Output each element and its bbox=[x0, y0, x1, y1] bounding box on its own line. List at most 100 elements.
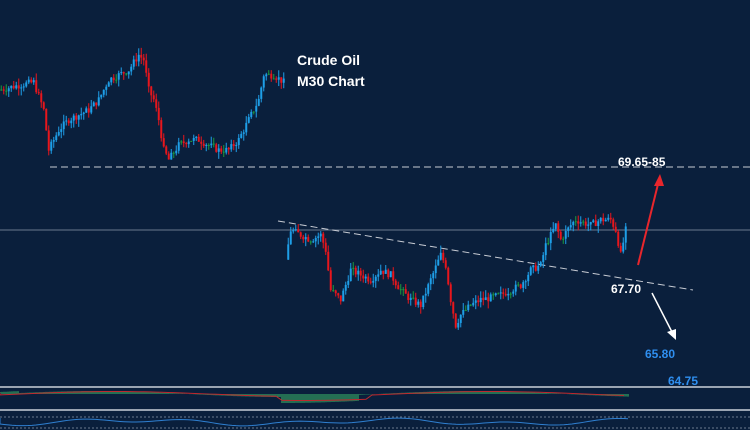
candle-body bbox=[537, 265, 540, 271]
candle-body bbox=[399, 289, 402, 291]
candle-body bbox=[242, 132, 245, 134]
candle-body bbox=[195, 136, 198, 138]
candle-body bbox=[145, 60, 148, 73]
candle-body bbox=[347, 280, 350, 285]
candle-body bbox=[97, 97, 100, 106]
candle-body bbox=[15, 85, 18, 89]
candle-body bbox=[384, 269, 387, 274]
candle-body bbox=[389, 271, 392, 278]
candle-body bbox=[507, 293, 510, 296]
candle-body bbox=[502, 292, 505, 294]
candle-body bbox=[552, 228, 555, 233]
candle-body bbox=[197, 136, 200, 142]
candle-body bbox=[492, 294, 495, 296]
candle-body bbox=[150, 86, 153, 96]
candle-body bbox=[467, 304, 470, 311]
candle-body bbox=[589, 222, 592, 225]
candle-body bbox=[155, 99, 158, 108]
candle-body bbox=[309, 241, 312, 243]
candle-body bbox=[419, 301, 422, 308]
candle-body bbox=[35, 80, 38, 93]
candle-body bbox=[604, 219, 607, 222]
candle-body bbox=[142, 57, 145, 61]
candle-body bbox=[75, 115, 78, 120]
candle-body bbox=[377, 274, 380, 277]
label-trendline-break: 67.70 bbox=[611, 282, 642, 296]
candle-body bbox=[602, 217, 605, 222]
candle-body bbox=[332, 290, 335, 292]
candle-body bbox=[524, 281, 527, 283]
candle-body bbox=[622, 242, 625, 252]
rsi-line bbox=[0, 417, 629, 427]
candle-body bbox=[2, 89, 5, 91]
candle-body bbox=[327, 251, 330, 271]
candle-body bbox=[42, 102, 45, 109]
candle-body bbox=[160, 120, 163, 139]
candle-body bbox=[292, 230, 295, 232]
candle-body bbox=[564, 230, 567, 239]
candle-body bbox=[599, 217, 602, 222]
candle-body bbox=[322, 233, 325, 243]
candle-body bbox=[255, 105, 258, 112]
candle-body bbox=[512, 291, 515, 294]
candle-body bbox=[494, 293, 497, 296]
candle-body bbox=[582, 221, 585, 223]
arrow-down-icon bbox=[667, 329, 676, 340]
candle-body bbox=[607, 217, 610, 220]
candle-body bbox=[5, 90, 8, 92]
candle-body bbox=[105, 86, 108, 90]
candle-body bbox=[359, 270, 362, 276]
candle-body bbox=[260, 87, 263, 99]
candle-body bbox=[519, 284, 522, 288]
candle-body bbox=[539, 262, 542, 266]
candle-body bbox=[25, 82, 28, 87]
candle-body bbox=[357, 270, 360, 275]
candle-body bbox=[225, 147, 228, 153]
candle-body bbox=[182, 141, 185, 144]
candle-body bbox=[190, 140, 193, 142]
candle-body bbox=[10, 85, 13, 89]
candle-body bbox=[432, 273, 435, 279]
candle-body bbox=[477, 300, 480, 303]
candle-body bbox=[427, 284, 430, 294]
candle-body bbox=[324, 242, 327, 252]
candle-body bbox=[222, 151, 225, 153]
candle-body bbox=[587, 224, 590, 226]
candle-body bbox=[407, 293, 410, 300]
candle-body bbox=[0, 89, 3, 91]
candle-body bbox=[170, 152, 173, 160]
candle-body bbox=[277, 77, 280, 80]
candle-body bbox=[529, 267, 532, 275]
candle-body bbox=[57, 131, 60, 136]
candle-body bbox=[609, 217, 612, 220]
macd-signal-line bbox=[0, 390, 625, 401]
candle-body bbox=[532, 265, 535, 268]
candle-body bbox=[544, 243, 547, 256]
candle-body bbox=[47, 130, 50, 151]
candle-body bbox=[110, 77, 113, 83]
candle-body bbox=[619, 245, 622, 252]
candle-body bbox=[180, 141, 183, 143]
candle-body bbox=[569, 225, 572, 228]
candle-body bbox=[130, 66, 133, 72]
candle-body bbox=[367, 276, 370, 282]
candle-body bbox=[449, 284, 452, 303]
candle-body bbox=[294, 229, 297, 231]
candle-body bbox=[469, 304, 472, 306]
candle-body bbox=[474, 300, 477, 303]
candle-body bbox=[140, 54, 143, 58]
candle-body bbox=[247, 117, 250, 123]
candle-body bbox=[562, 238, 565, 240]
candle-body bbox=[92, 102, 95, 107]
candle-body bbox=[374, 276, 377, 281]
candle-body bbox=[459, 314, 462, 323]
candle-body bbox=[484, 297, 487, 301]
candle-body bbox=[614, 226, 617, 232]
candle-body bbox=[40, 93, 43, 103]
candle-body bbox=[115, 79, 118, 81]
candle-body bbox=[352, 267, 355, 269]
candle-body bbox=[509, 293, 512, 295]
candle-body bbox=[120, 72, 123, 74]
candle-body bbox=[574, 221, 577, 223]
candle-body bbox=[414, 297, 417, 305]
